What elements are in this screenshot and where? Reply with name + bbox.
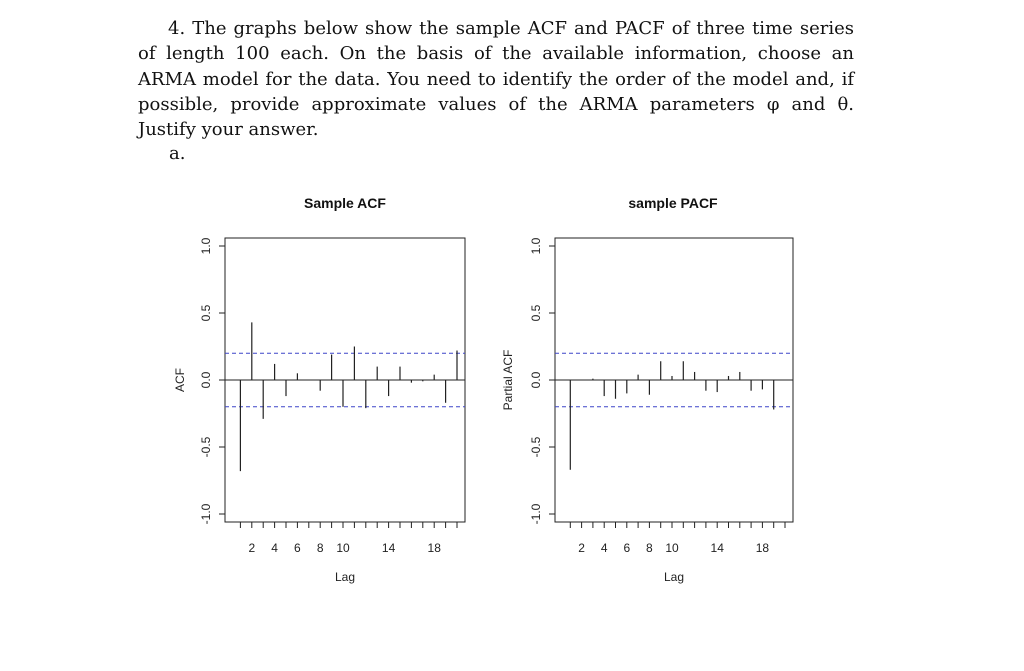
acf-xtick-label: 4: [271, 541, 278, 555]
acf-ytick-label: -0.5: [199, 436, 213, 457]
question-paragraph: 4. The graphs below show the sample ACF …: [138, 18, 854, 141]
acf-ytick-label: 0.0: [199, 371, 213, 388]
pacf-xlabel: Lag: [664, 570, 684, 584]
part-label: a.: [169, 143, 186, 164]
pacf-xtick-label: 4: [601, 541, 608, 555]
acf-xtick-label: 2: [248, 541, 255, 555]
pacf-xtick-label: 6: [623, 541, 630, 555]
acf-ytick-label: 0.5: [199, 304, 213, 321]
acf-title: Sample ACF: [304, 195, 386, 211]
pacf-title: sample PACF: [628, 195, 718, 211]
acf-xtick-label: 10: [336, 541, 350, 555]
pacf-ylabel: Partial ACF: [501, 350, 515, 411]
acf-xtick-label: 18: [428, 541, 442, 555]
acf-xtick-label: 6: [294, 541, 301, 555]
question-text: 4. The graphs below show the sample ACF …: [138, 16, 854, 142]
acf-ytick-label: -1.0: [199, 503, 213, 524]
pacf-xtick-label: 10: [665, 541, 679, 555]
pacf-ytick-label: 1.0: [529, 237, 543, 254]
acf-ytick-label: 1.0: [199, 237, 213, 254]
pacf-panel: sample PACF -1.0 -0.5 0.0 0.5 1.0 Partial ACF 2…: [501, 195, 794, 584]
pacf-ytick-label: -0.5: [529, 436, 543, 457]
pacf-xtick-label: 2: [578, 541, 585, 555]
pacf-ytick-label: 0.0: [529, 371, 543, 388]
acf-panel: Sample ACF -1.0 -0.5 0.0 0.5 1.0 ACF 2 4 6 8 10 14 18…: [173, 195, 466, 584]
pacf-xtick-label: 14: [711, 541, 725, 555]
acf-ylabel: ACF: [173, 368, 187, 392]
pacf-xtick-label: 8: [646, 541, 653, 555]
acf-xtick-label: 14: [382, 541, 396, 555]
pacf-ytick-label: -1.0: [529, 503, 543, 524]
acf-xtick-label: 8: [317, 541, 324, 555]
pacf-ytick-label: 0.5: [529, 304, 543, 321]
acf-xlabel: Lag: [335, 570, 355, 584]
pacf-xtick-label: 18: [756, 541, 770, 555]
